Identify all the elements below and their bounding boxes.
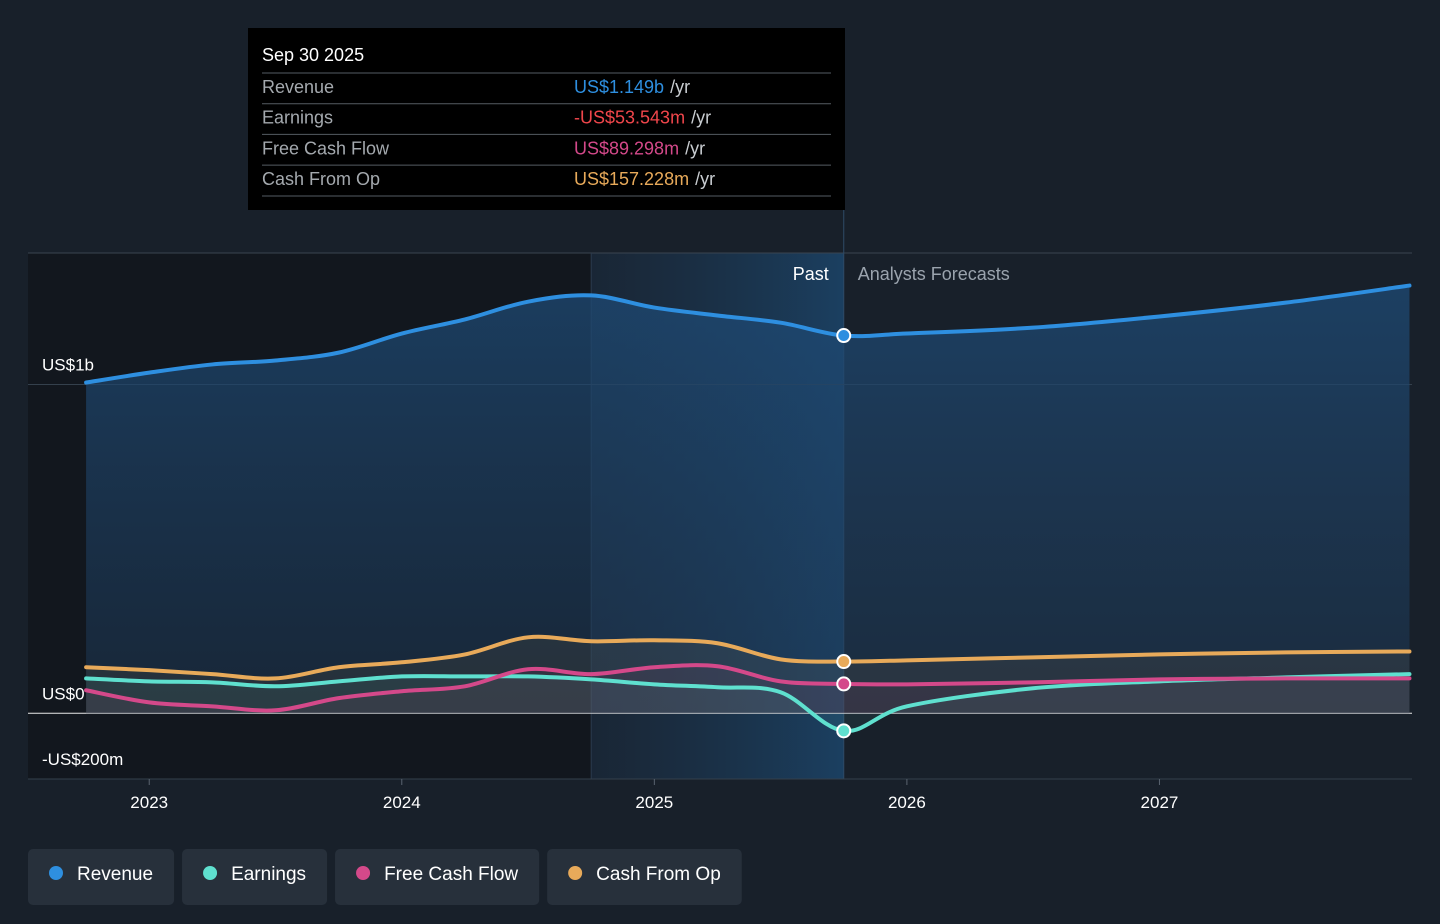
tooltip-value-text: US$157.228m	[574, 169, 689, 189]
y-tick-label: US$0	[42, 684, 85, 703]
tooltip-value: US$157.228m/yr	[574, 169, 715, 189]
legend-label: Cash From Op	[596, 864, 721, 885]
legend-label: Revenue	[77, 864, 153, 885]
series-line	[84, 672, 1412, 733]
tooltip-value: US$1.149b/yr	[574, 77, 690, 97]
series-line	[84, 283, 1412, 385]
x-tick-label: 2026	[888, 793, 926, 812]
x-tick-label: 2024	[383, 793, 421, 812]
legend-swatch	[568, 866, 583, 880]
legend-label: Earnings	[231, 864, 306, 885]
legend-item[interactable]: Free Cash Flow	[335, 849, 540, 905]
tooltip-label: Revenue	[262, 77, 334, 97]
point-marker	[836, 676, 852, 692]
point-marker	[836, 654, 852, 670]
point-marker	[836, 723, 852, 739]
y-tick-label: US$1b	[42, 356, 94, 375]
tooltip-value-text: -US$53.543m	[574, 108, 685, 128]
legend-swatch	[49, 866, 63, 880]
tooltip-unit: /yr	[691, 108, 711, 128]
series-line	[84, 634, 1412, 681]
tooltip-title: Sep 30 2025	[262, 45, 364, 65]
legend-button[interactable]	[547, 849, 742, 905]
legend-item[interactable]: Revenue	[28, 849, 175, 905]
x-tick-label: 2025	[635, 793, 673, 812]
legend-label: Free Cash Flow	[384, 864, 518, 885]
tooltip-label: Earnings	[262, 108, 333, 128]
legend-button[interactable]	[335, 849, 540, 905]
legend-button[interactable]	[28, 849, 175, 905]
x-tick-label: 2023	[130, 793, 168, 812]
tooltip-unit: /yr	[670, 77, 690, 97]
legend-swatch	[356, 866, 371, 880]
legend-item[interactable]: Cash From Op	[547, 849, 742, 905]
tooltip-value: -US$53.543m/yr	[574, 108, 711, 128]
tooltip-value-text: US$1.149b	[574, 77, 664, 97]
tooltip-label: Cash From Op	[262, 169, 380, 189]
tooltip-unit: /yr	[695, 169, 715, 189]
tooltip-unit: /yr	[685, 138, 705, 158]
x-tick-label: 2027	[1141, 793, 1179, 812]
tooltip-value: US$89.298m/yr	[574, 138, 705, 158]
past-label: Past	[793, 264, 829, 284]
legend-item[interactable]: Earnings	[182, 849, 328, 905]
legend-button[interactable]	[182, 849, 328, 905]
tooltip-box	[248, 28, 845, 210]
forecast-label: Analysts Forecasts	[858, 264, 1010, 284]
legend-swatch	[203, 866, 218, 880]
series-line	[84, 663, 1412, 713]
point-marker	[836, 328, 852, 344]
tooltip-label: Free Cash Flow	[262, 138, 390, 158]
tooltip-value-text: US$89.298m	[574, 138, 679, 158]
y-tick-label: -US$200m	[42, 750, 123, 769]
series-area	[86, 285, 1410, 714]
